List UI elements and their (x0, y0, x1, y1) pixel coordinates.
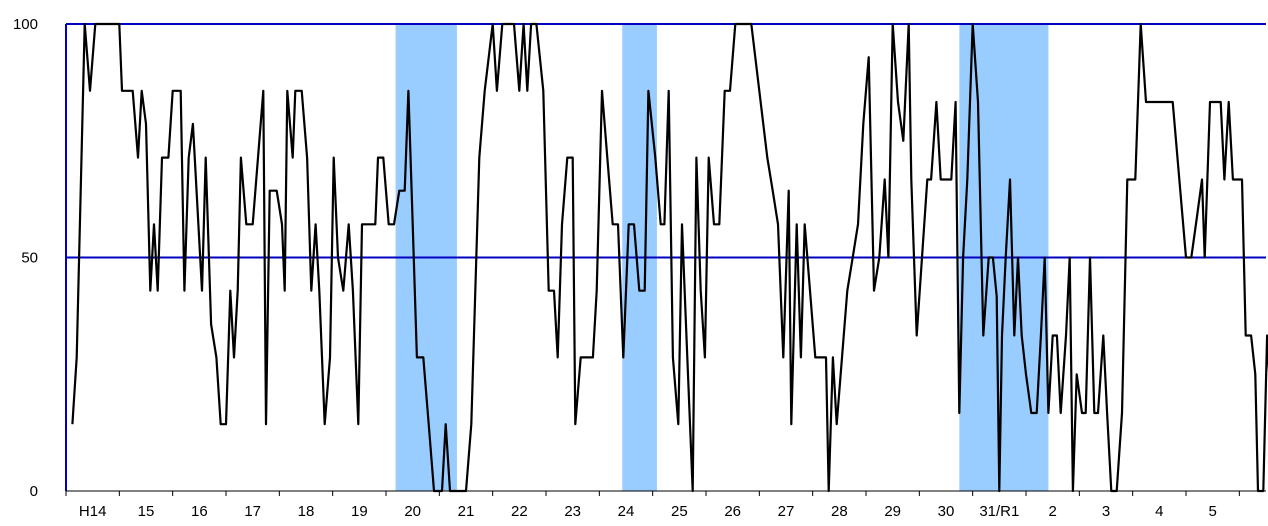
x-tick-label: 16 (191, 503, 208, 520)
x-tick-label: 21 (458, 503, 475, 520)
series-line-1 (71, 22, 1268, 493)
x-tick-label: 4 (1155, 503, 1163, 520)
axes (65, 24, 1266, 496)
x-tick-label: 26 (724, 503, 741, 520)
x-tick-label: 29 (884, 503, 901, 520)
x-tick-label: H14 (79, 503, 107, 520)
series-group (71, 22, 1268, 493)
y-tick-labels: 0 50 100 (13, 16, 38, 500)
y-tick-label: 0 (30, 483, 38, 500)
x-tick-label: 25 (671, 503, 688, 520)
x-tick-label: 20 (404, 503, 421, 520)
y-tick-label: 100 (13, 16, 38, 33)
x-tick-label: 28 (831, 503, 848, 520)
x-tick-label: 27 (778, 503, 795, 520)
x-tick-label: 3 (1102, 503, 1110, 520)
y-tick-label: 50 (21, 250, 38, 267)
x-tick-label: 17 (244, 503, 261, 520)
x-tick-label: 18 (298, 503, 315, 520)
x-tick-label: 2 (1048, 503, 1056, 520)
x-tick-label: 5 (1208, 503, 1216, 520)
x-tick-label: 31/R1 (979, 503, 1019, 520)
reference-lines (66, 23, 1266, 259)
x-tick-label: 24 (618, 503, 635, 520)
x-tick-label: 23 (564, 503, 581, 520)
x-tick-labels: H14 15 16 17 18 19 20 21 22 23 24 25 26 27 28 29 30 31/R1… (79, 503, 1217, 520)
x-tick-label: 30 (938, 503, 955, 520)
x-tick-label: 15 (138, 503, 155, 520)
x-tick-label: 19 (351, 503, 368, 520)
x-tick-label: 22 (511, 503, 528, 520)
